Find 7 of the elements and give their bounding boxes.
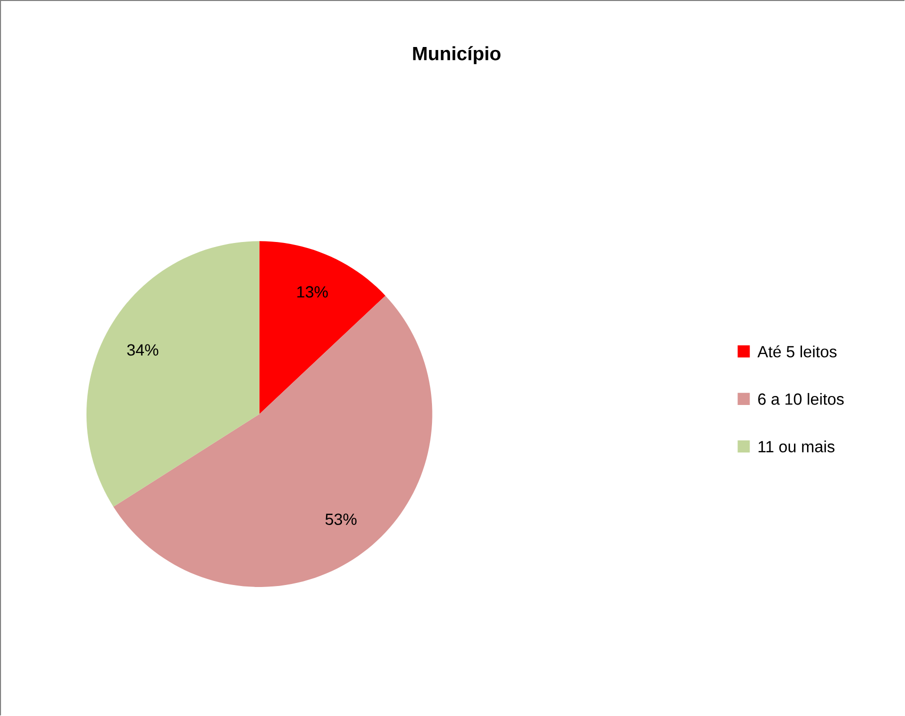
data-label: 53%	[325, 514, 357, 526]
legend-label: 6 a 10 leitos	[758, 393, 844, 405]
legend-label: Até 5 leitos	[757, 345, 837, 358]
chart-title: Município	[413, 46, 500, 64]
legend-label: 11 ou mais	[758, 440, 834, 452]
data-label: 34%	[127, 344, 158, 356]
data-label: 13%	[297, 286, 328, 298]
